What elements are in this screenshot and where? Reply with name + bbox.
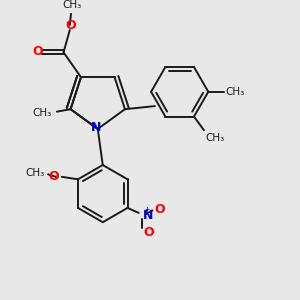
Text: O: O — [48, 169, 59, 183]
Text: O: O — [144, 226, 154, 239]
Text: O: O — [65, 20, 76, 32]
Text: O: O — [33, 45, 43, 58]
Text: N: N — [91, 121, 102, 134]
Text: CH₃: CH₃ — [63, 0, 82, 10]
Text: O: O — [155, 203, 166, 216]
Text: ⁻: ⁻ — [148, 227, 153, 238]
Text: CH₃: CH₃ — [226, 87, 245, 97]
Text: CH₃: CH₃ — [205, 133, 224, 143]
Text: CH₃: CH₃ — [25, 168, 44, 178]
Text: N: N — [142, 209, 153, 222]
Text: ⁺: ⁺ — [145, 207, 150, 217]
Text: CH₃: CH₃ — [33, 108, 52, 118]
